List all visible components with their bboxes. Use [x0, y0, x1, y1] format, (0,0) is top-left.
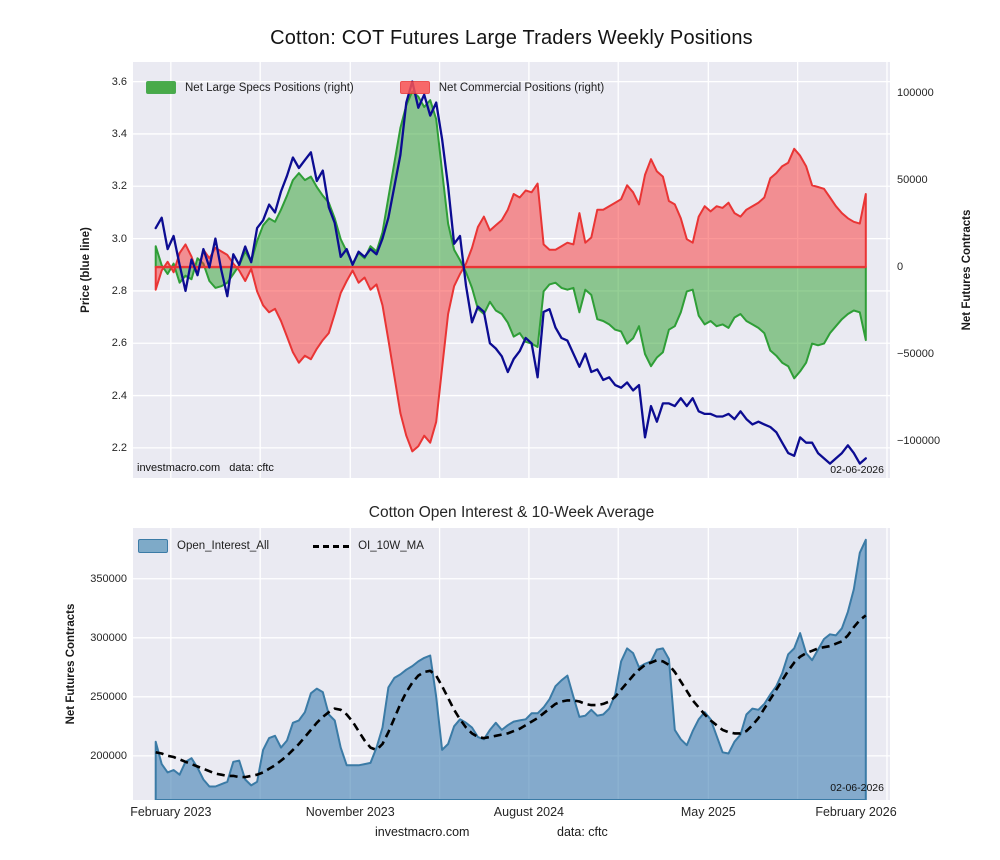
top-right-ytick: 100000: [897, 87, 934, 100]
net-contracts-axis-label-right: Net Futures Contracts: [961, 209, 973, 331]
bottom-ytick: 250000: [90, 690, 127, 703]
top-left-ytick: 2.6: [111, 337, 127, 350]
top-right-ytick: 0: [897, 261, 904, 274]
footer-source: data: cftc: [557, 825, 608, 839]
open-interest-legend-label: Open_Interest_All: [177, 540, 270, 552]
xtick-4: May 2025: [680, 805, 736, 819]
legend-item-open-interest: Open_Interest_All: [138, 539, 269, 553]
commercials-legend-label: Net Commercial Positions (right): [438, 81, 605, 94]
xtick-1: February 2023: [130, 805, 212, 819]
ma-legend-label: OI_10W_MA: [358, 540, 424, 552]
xtick-3: August 2024: [493, 805, 565, 819]
top-left-ytick: 3.4: [111, 127, 127, 140]
top-left-ytick: 3.0: [111, 232, 127, 245]
xtick-2: November 2023: [305, 805, 395, 819]
top-right-ytick: −50000: [897, 348, 935, 360]
bottom-date-annotation: 02-06-2026: [830, 782, 884, 794]
top-left-ytick: 2.4: [111, 389, 127, 402]
top-left-ytick: 2.8: [111, 284, 127, 297]
net-contracts-axis-label-bottom: Net Futures Contracts: [65, 603, 77, 725]
top-chart-title: Cotton: COT Futures Large Traders Weekly…: [270, 27, 753, 49]
top-right-ytick: −100000: [897, 434, 941, 447]
bottom-legend: Open_Interest_All OI_10W_MA: [138, 539, 424, 553]
top-left-ytick: 3.6: [111, 75, 127, 88]
top-legend: Net Large Specs Positions (right) Net Co…: [146, 81, 604, 94]
xtick-5: February 2026: [815, 805, 897, 819]
top-left-ytick: 3.2: [111, 180, 127, 193]
bottom-ytick: 350000: [90, 572, 127, 585]
bottom-ytick: 300000: [90, 631, 127, 644]
source-annotation: investmacro.com data: cftc: [137, 462, 274, 474]
legend-item-specs: Net Large Specs Positions (right): [146, 81, 354, 94]
bottom-ytick: 200000: [90, 749, 127, 762]
footer-site: investmacro.com: [375, 825, 470, 839]
ma-legend-dash: [313, 544, 350, 548]
specs-legend-swatch: [146, 81, 176, 94]
legend-item-commercials: Net Commercial Positions (right): [399, 81, 605, 94]
specs-legend-label: Net Large Specs Positions (right): [185, 81, 354, 94]
top-date-annotation: 02-06-2026: [830, 464, 884, 476]
top-right-ytick: 50000: [897, 174, 928, 187]
commercials-legend-swatch: [399, 81, 430, 94]
legend-item-ma: OI_10W_MA: [313, 540, 424, 552]
bottom-chart-title: Cotton Open Interest & 10-Week Average: [368, 504, 655, 521]
open-interest-legend-swatch: [138, 539, 168, 553]
price-axis-label: Price (blue line): [80, 227, 92, 313]
top-left-ytick: 2.2: [111, 441, 127, 454]
